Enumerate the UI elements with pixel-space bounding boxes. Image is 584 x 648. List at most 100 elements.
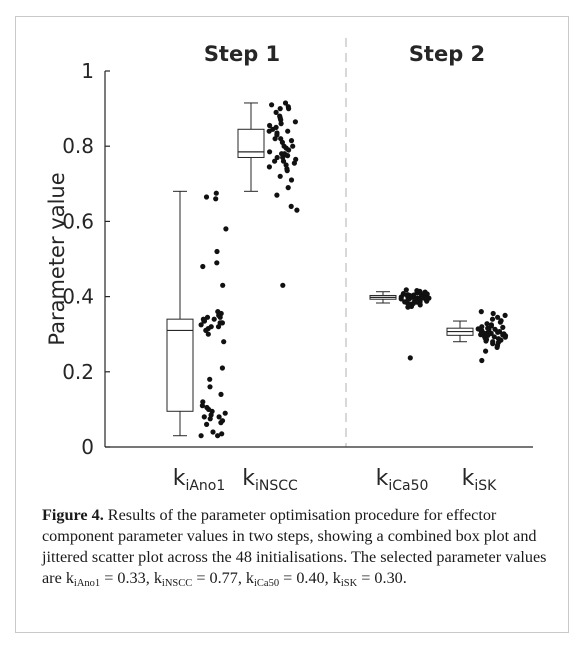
data-point (215, 324, 222, 330)
data-point (214, 248, 220, 255)
y-tick-label: 1 (81, 59, 94, 83)
y-tick-label: 0.2 (62, 360, 94, 384)
figure-frame (15, 16, 569, 633)
data-point (210, 429, 216, 435)
data-point (219, 320, 225, 326)
box-iqr (166, 318, 194, 412)
caption-text: Results of the parameter optimisation pr… (42, 506, 547, 587)
data-point (417, 302, 423, 308)
figure-caption: Figure 4. Results of the parameter optim… (42, 505, 562, 594)
box-iqr (237, 128, 265, 158)
data-point (285, 153, 291, 159)
data-point (223, 226, 229, 232)
x-tick-label: kiAno1 (173, 466, 226, 494)
data-point (221, 339, 227, 345)
data-point (274, 154, 280, 161)
data-point (290, 143, 296, 149)
data-point (484, 321, 490, 327)
data-point (495, 329, 501, 335)
data-point (490, 310, 496, 317)
data-point (222, 410, 228, 416)
data-point (200, 263, 206, 270)
data-point (219, 365, 225, 371)
data-point (204, 314, 211, 320)
data-point (291, 160, 297, 166)
data-point (272, 136, 278, 142)
y-axis-label: Parameter value (45, 172, 69, 345)
data-point (285, 128, 291, 134)
data-point (198, 433, 204, 439)
data-point (205, 331, 211, 337)
y-tick-label: 0.4 (62, 285, 94, 309)
data-point (207, 376, 213, 382)
caption-value-item: kiNSCC = 0.77, (153, 569, 242, 589)
data-point (216, 414, 222, 420)
caption-values: kiAno1 = 0.33, kiNSCC = 0.77, kiCa50 = 0… (65, 569, 407, 589)
data-point (424, 298, 430, 304)
data-point (403, 287, 409, 293)
data-point (201, 318, 207, 324)
data-point (207, 384, 213, 390)
data-point (278, 121, 284, 127)
data-point (277, 173, 283, 179)
data-point (497, 319, 503, 325)
caption-value-item: kiSK = 0.30. (332, 569, 407, 589)
data-point (483, 338, 489, 344)
data-point (220, 282, 226, 288)
data-point (288, 203, 294, 209)
data-point (266, 164, 272, 170)
data-point (277, 106, 283, 112)
data-point (203, 327, 209, 333)
data-point (494, 344, 500, 350)
data-point (285, 185, 291, 191)
data-point (273, 109, 279, 115)
y-tick-label: 0 (81, 435, 94, 459)
data-point (407, 355, 413, 361)
y-tick-label: 0.6 (62, 209, 94, 233)
data-point (292, 119, 298, 125)
data-point (217, 314, 223, 320)
data-point (478, 309, 484, 315)
data-point (288, 138, 295, 144)
caption-value-item: kiCa50 = 0.40, (245, 569, 329, 589)
data-point (282, 100, 289, 106)
data-point (204, 421, 210, 427)
data-point (267, 122, 273, 129)
data-point (398, 296, 404, 302)
data-point (207, 416, 213, 422)
data-point (201, 414, 207, 420)
data-point (269, 102, 275, 108)
data-point (489, 316, 496, 322)
data-point (280, 158, 287, 164)
x-tick-label: kiCa50 (376, 466, 429, 494)
data-point (199, 403, 205, 409)
data-point (214, 260, 220, 266)
caption-value-item: kiAno1 = 0.33, (65, 569, 150, 589)
data-point (286, 106, 292, 112)
data-point (286, 147, 292, 153)
data-point (203, 194, 210, 200)
data-point (284, 168, 290, 174)
data-point (215, 433, 221, 439)
step-title: Step 2 (409, 42, 485, 66)
data-point (266, 128, 272, 134)
data-point (213, 190, 219, 196)
data-point (288, 177, 295, 183)
x-tick-label: kiNSCC (242, 466, 298, 494)
data-point (211, 316, 217, 322)
data-point (218, 391, 224, 397)
y-tick-label: 0.8 (62, 134, 94, 158)
data-point (500, 324, 506, 330)
data-point (218, 420, 224, 426)
data-point (502, 334, 508, 340)
data-point (280, 282, 286, 288)
data-point (274, 192, 280, 198)
data-point (502, 312, 508, 318)
data-point (219, 431, 225, 437)
x-tick-label: kiSK (462, 466, 498, 494)
data-point (483, 348, 489, 354)
data-point (198, 322, 204, 328)
step-title: Step 1 (204, 42, 280, 66)
caption-label: Figure 4. (42, 506, 104, 524)
data-point (479, 357, 485, 364)
